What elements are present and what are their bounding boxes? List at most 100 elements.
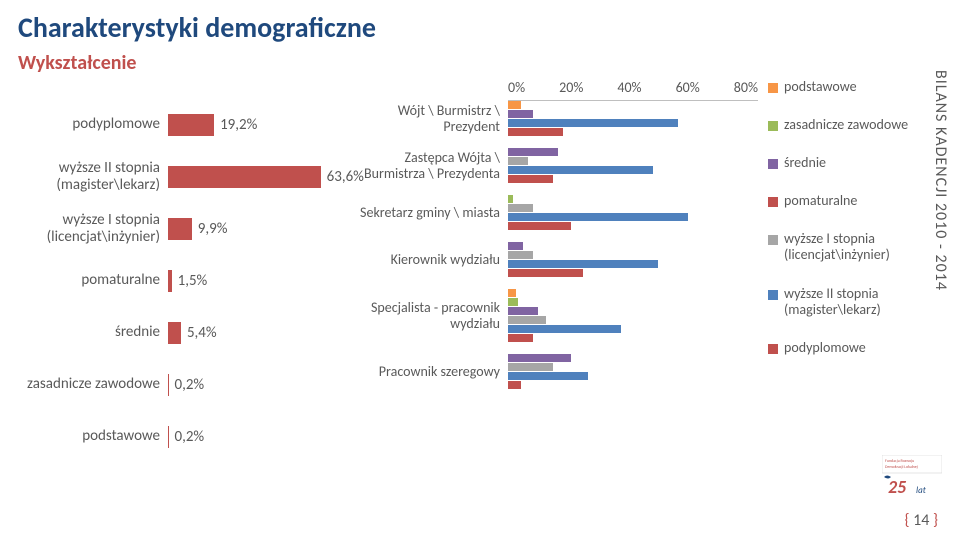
chart2-bar xyxy=(508,175,553,183)
chart2-label: Specjalista - pracownik wydziału xyxy=(358,300,508,331)
chart1-track: 0,2% xyxy=(168,374,348,396)
svg-text:Fundacja Rozwoju: Fundacja Rozwoju xyxy=(885,459,914,464)
chart2-label: Sekretarz gminy \ miasta xyxy=(358,205,508,220)
content-area: podyplomowe 19,2% wyższe II stopnia (magis… xyxy=(18,79,942,463)
foundation-logo: Fundacja Rozwoju Demokracji Lokalnej 25 … xyxy=(882,455,942,500)
axis-tick: 0% xyxy=(508,79,525,100)
legend-label: wyższe II stopnia (magister\lekarz) xyxy=(784,286,933,318)
chart1-value: 5,4% xyxy=(187,324,217,342)
svg-text:Demokracji Lokalnej: Demokracji Lokalnej xyxy=(885,465,918,470)
chart1-value: 19,2% xyxy=(220,116,257,134)
chart2-label: Pracownik szeregowy xyxy=(358,364,508,379)
chart2-bar xyxy=(508,242,523,250)
legend-item: podyplomowe xyxy=(768,340,933,356)
legend-label: pomaturalne xyxy=(784,193,857,209)
axis-tick: 40% xyxy=(617,79,641,100)
chart2-bars xyxy=(508,148,758,183)
chart2-bar xyxy=(508,128,563,136)
chart2-bar xyxy=(508,354,571,362)
chart1-track: 1,5% xyxy=(168,270,348,292)
legend-label: wyższe I stopnia (licencjat\inżynier) xyxy=(784,231,933,263)
legend-item: podstawowe xyxy=(768,79,933,95)
legend-item: średnie xyxy=(768,155,933,171)
legend-swatch xyxy=(768,235,778,245)
chart1-label: podyplomowe xyxy=(18,116,168,133)
chart1-row: wyższe II stopnia (magister\lekarz)63,6% xyxy=(18,151,348,203)
chart1-row: podyplomowe 19,2% xyxy=(18,99,348,151)
chart1-label: wyższe II stopnia (magister\lekarz) xyxy=(18,160,168,195)
chart1-value: 1,5% xyxy=(178,272,208,290)
legend-swatch xyxy=(768,121,778,131)
chart2-bar xyxy=(508,195,513,203)
chart2-bar xyxy=(508,334,533,342)
slide: Charakterystyki demograficzne Wykształce… xyxy=(0,0,960,540)
chart2-bar xyxy=(508,269,583,277)
chart2-bar xyxy=(508,251,533,259)
legend-label: podyplomowe xyxy=(784,340,866,356)
chart2-bar xyxy=(508,260,658,268)
chart2-bars xyxy=(508,195,758,230)
legend-label: podstawowe xyxy=(784,79,857,95)
chart1-bar xyxy=(168,166,321,188)
legend-swatch xyxy=(768,159,778,169)
chart1-label: podstawowe xyxy=(18,428,168,445)
chart2-bar xyxy=(508,289,516,297)
legend-label: średnie xyxy=(784,155,826,171)
chart2-axis: 0% 20% 40% 60% 80% xyxy=(508,79,758,101)
page-title: Charakterystyki demograficzne xyxy=(18,10,942,45)
chart2-bar xyxy=(508,372,588,380)
legend-item: zasadnicze zawodowe xyxy=(768,117,933,133)
chart2-bar xyxy=(508,307,538,315)
chart2-label: Wójt \ Burmistrz \ Prezydent xyxy=(358,103,508,134)
axis-tick: 60% xyxy=(676,79,700,100)
chart2-bars xyxy=(508,354,758,389)
chart1-label: wyższe I stopnia (licencjat\inżynier) xyxy=(18,212,168,247)
chart2-bar xyxy=(508,166,653,174)
chart2-bars xyxy=(508,242,758,277)
legend-swatch xyxy=(768,197,778,207)
chart1-value: 0,2% xyxy=(174,428,204,446)
axis-tick: 80% xyxy=(734,79,758,100)
legend-swatch xyxy=(768,344,778,354)
legend-label: zasadnicze zawodowe xyxy=(784,117,908,133)
chart2-bar xyxy=(508,325,621,333)
chart2-bars xyxy=(508,289,758,342)
chart1-bar xyxy=(168,218,192,240)
svg-text:25: 25 xyxy=(888,476,906,498)
position-grouped-chart: 0% 20% 40% 60% 80% Wójt \ Burmistrz \ Prezyd… xyxy=(358,79,942,463)
chart2-bar xyxy=(508,204,533,212)
axis-tick: 20% xyxy=(559,79,583,100)
page-subtitle: Wykształcenie xyxy=(18,51,942,75)
chart1-bar xyxy=(168,322,181,344)
chart1-track: 19,2% xyxy=(168,114,348,136)
chart1-track: 5,4% xyxy=(168,322,348,344)
chart1-row: podstawowe 0,2% xyxy=(18,411,348,463)
chart2-bars xyxy=(508,101,758,136)
chart2-bar xyxy=(508,381,521,389)
chart1-label: zasadnicze zawodowe xyxy=(18,376,168,393)
chart2-bar xyxy=(508,222,571,230)
chart1-row: zasadnicze zawodowe0,2% xyxy=(18,359,348,411)
chart1-label: pomaturalne xyxy=(18,272,168,289)
chart1-value: 9,9% xyxy=(198,220,228,238)
chart1-bar xyxy=(168,270,172,292)
chart2-bar xyxy=(508,316,546,324)
legend-item: pomaturalne xyxy=(768,193,933,209)
chart1-row: średnie5,4% xyxy=(18,307,348,359)
chart2-bar xyxy=(508,110,533,118)
chart1-track: 9,9% xyxy=(168,218,348,240)
legend-swatch xyxy=(768,83,778,93)
legend: podstawowe zasadnicze zawodowe średnie poma… xyxy=(768,79,933,378)
education-bar-chart: podyplomowe 19,2% wyższe II stopnia (magis… xyxy=(18,99,348,463)
chart2-label: Kierownik wydziału xyxy=(358,252,508,267)
chart2-bar xyxy=(508,157,528,165)
chart2-bar xyxy=(508,148,558,156)
chart2-bar xyxy=(508,119,678,127)
page-number: 14 xyxy=(904,511,938,530)
legend-item: wyższe I stopnia (licencjat\inżynier) xyxy=(768,231,933,263)
chart2-bar xyxy=(508,213,688,221)
chart2-bar xyxy=(508,101,521,109)
chart1-track: 63,6% xyxy=(168,166,348,188)
chart2-bar xyxy=(508,363,553,371)
legend-item: wyższe II stopnia (magister\lekarz) xyxy=(768,286,933,318)
